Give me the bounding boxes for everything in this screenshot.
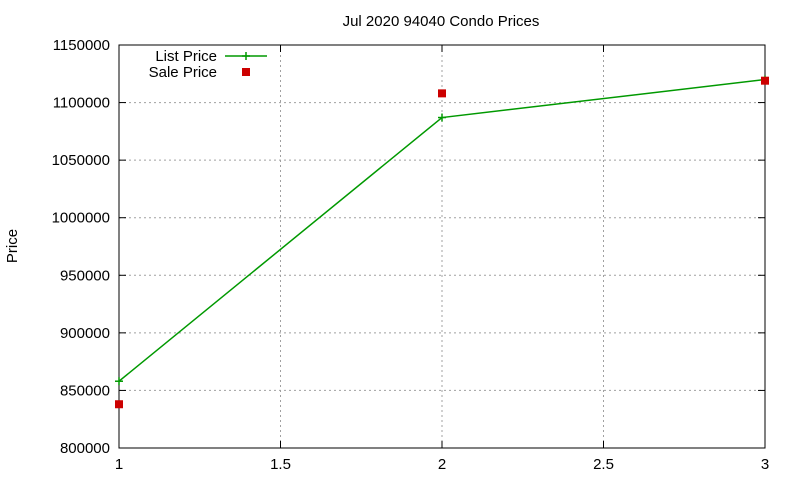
y-tick-label: 950000 bbox=[60, 267, 110, 284]
y-axis-label: Price bbox=[4, 229, 21, 263]
legend-marker-sale-price bbox=[242, 68, 250, 76]
x-tick-label: 1 bbox=[115, 456, 123, 473]
x-tick-label: 2 bbox=[438, 456, 446, 473]
y-tick-label: 800000 bbox=[60, 440, 110, 457]
grid-lines bbox=[119, 45, 765, 448]
list-price-point bbox=[115, 377, 123, 386]
legend-marker-list-price bbox=[242, 52, 250, 60]
y-tick-label: 1150000 bbox=[53, 37, 110, 54]
chart-title: Jul 2020 94040 Condo Prices bbox=[343, 13, 540, 30]
sale-price-series bbox=[115, 76, 769, 409]
sale-price-point bbox=[115, 400, 123, 409]
y-tick-label: 900000 bbox=[60, 325, 110, 342]
legend-label-list-price: List Price bbox=[155, 48, 217, 65]
y-tick-label: 1050000 bbox=[52, 152, 110, 169]
series-layer bbox=[115, 75, 769, 409]
x-tick-label: 3 bbox=[761, 456, 769, 473]
y-tick-label: 1000000 bbox=[52, 210, 110, 227]
list-price-point bbox=[438, 113, 446, 122]
sale-price-point bbox=[438, 89, 446, 98]
y-tick-label: 1100000 bbox=[53, 95, 110, 112]
axis-ticks: 1 1.5 2 2.5 3 800000 850000 900000 950000 1000000… bbox=[52, 37, 770, 473]
legend-label-sale-price: Sale Price bbox=[149, 64, 217, 81]
plot-frame bbox=[118, 44, 766, 449]
y-tick-label: 850000 bbox=[60, 382, 110, 399]
x-tick-label: 2.5 bbox=[593, 456, 614, 473]
sale-price-point bbox=[761, 76, 769, 85]
x-tick-label: 1.5 bbox=[270, 456, 291, 473]
